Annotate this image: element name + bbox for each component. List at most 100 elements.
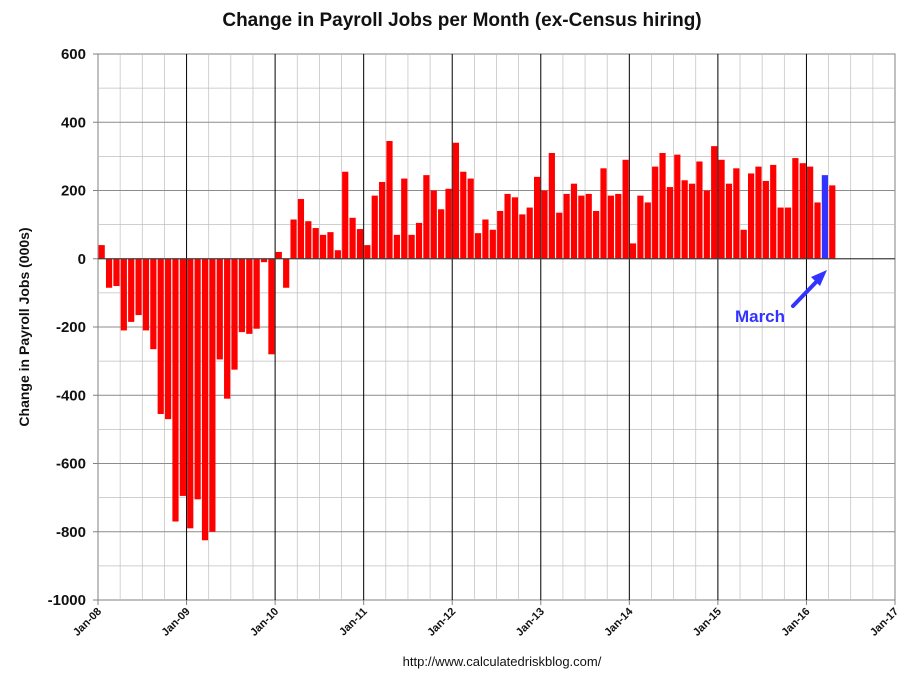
source-url: http://www.calculatedriskblog.com/ [403,654,602,669]
bar [327,232,334,259]
march-annotation: March [735,270,827,326]
bar [275,251,282,259]
bar [474,233,482,259]
bar [283,258,290,288]
y-tick-label: 600 [61,46,86,63]
bar [703,190,710,259]
bar [253,258,260,329]
bar [607,195,614,259]
bar [711,146,718,259]
bar [467,178,474,259]
bar [157,258,164,415]
y-tick-label: -800 [56,524,86,541]
bar [150,258,157,350]
x-tick-label: Jan-11 [337,606,370,639]
bar [445,188,452,259]
bar [497,210,504,259]
bar [423,175,430,259]
x-tick-label: Jan-14 [602,605,636,639]
bar [364,245,371,259]
bar [452,142,460,259]
bar [725,183,733,259]
bar [696,161,703,259]
x-tick-label: Jan-12 [425,606,458,639]
bar [201,258,209,541]
bar [305,221,312,259]
bar [814,202,821,259]
bar [548,152,555,259]
bar [135,258,142,316]
bar [511,197,519,259]
y-tick-label: 400 [61,114,86,131]
bar [187,258,194,529]
bar [777,207,784,259]
bar [556,212,563,259]
bar [194,258,201,500]
x-axis-tick-labels: Jan-08 Jan-09 Jan-10 Jan-11 Jan-12 Jan-13 Jan-… [71,600,901,639]
bar [829,185,836,259]
bar [179,258,186,496]
bar [688,183,696,259]
bar [430,190,437,259]
y-tick-label: -600 [56,456,86,473]
annotation-arrow-shaft [791,276,822,308]
bar [209,258,216,532]
bar [482,219,489,259]
bar [386,141,393,259]
bar [105,258,113,288]
bar [770,164,777,259]
y-tick-label: -1000 [48,592,86,609]
bar [489,229,496,259]
x-tick-label: Jan-16 [779,606,812,639]
y-tick-label: -400 [56,387,86,404]
bar [216,258,223,360]
bar [519,214,526,259]
bar [438,209,445,259]
bar [312,228,319,259]
bar [379,181,386,259]
bar [629,243,637,259]
bar [526,207,533,259]
annotation-label: March [735,307,785,326]
bar [600,168,607,259]
bar [415,222,423,259]
bar [268,258,275,355]
bar [666,187,674,259]
chart-title: Change in Payroll Jobs per Month (ex-Cen… [222,10,701,31]
bar [652,166,659,259]
bar [762,180,769,259]
bar [718,159,725,259]
bar [784,207,792,259]
bar [128,258,135,322]
bar [593,210,600,259]
bar [113,258,120,287]
highlight-bar [821,175,828,259]
bar [792,158,799,259]
bar [637,195,644,259]
x-tick-label: Jan-15 [691,606,724,639]
bar [246,258,253,334]
year-separator-lines [186,54,807,600]
bar [401,178,408,259]
y-tick-label: -200 [56,319,86,336]
bar [172,258,179,522]
y-tick-label: 200 [61,183,86,200]
bar [747,173,755,259]
bar [799,163,806,259]
x-tick-label: Jan-08 [71,606,104,639]
bar [615,193,622,259]
bar [733,168,740,259]
bar [541,190,548,259]
x-tick-label: Jan-13 [514,606,547,639]
bar [563,193,570,259]
bar [585,193,592,259]
bar [224,258,231,399]
y-tick-label: 0 [78,251,86,268]
bar [319,234,327,259]
bar [460,171,467,259]
bar [260,258,268,263]
bar [807,166,814,259]
bar [533,176,541,259]
bar [622,159,629,259]
